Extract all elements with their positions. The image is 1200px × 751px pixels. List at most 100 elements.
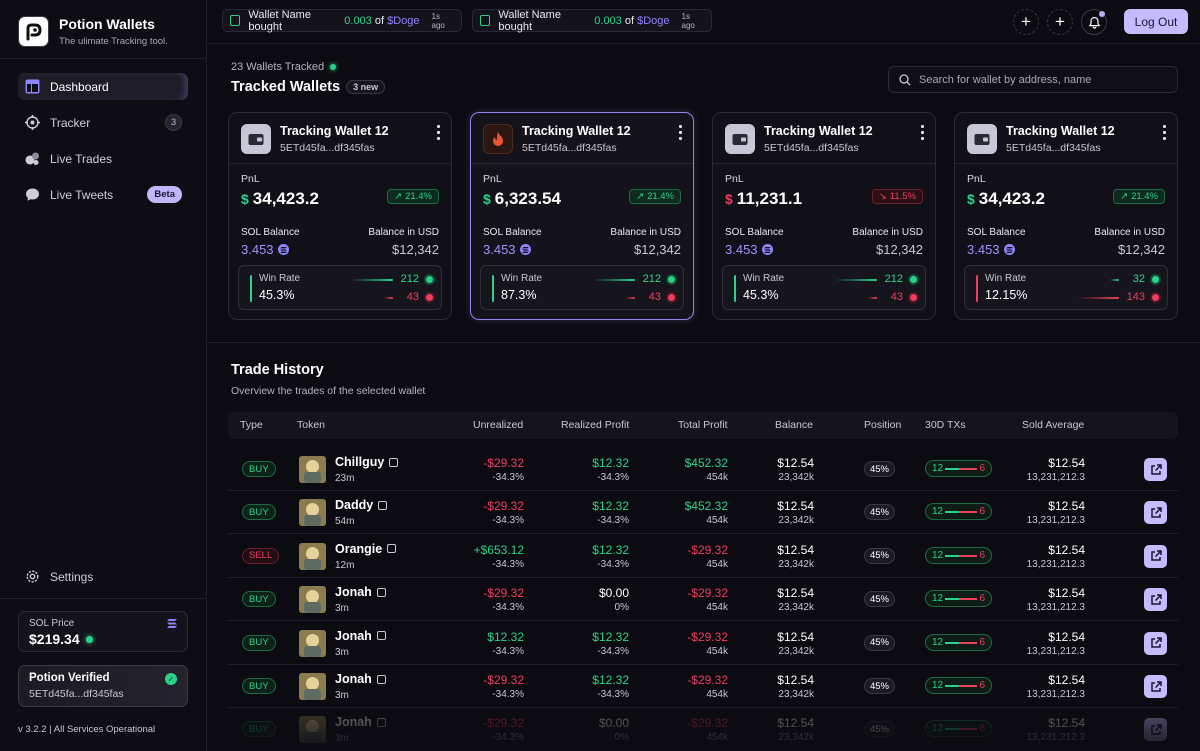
copy-icon[interactable]	[387, 544, 397, 554]
wallet-name: Tracking Wallet 12	[522, 124, 631, 138]
column-header[interactable]: Total Profit	[678, 419, 728, 431]
open-external-button[interactable]	[1144, 544, 1167, 568]
txs-30d-indicator: 12 6	[925, 460, 992, 477]
copy-icon[interactable]	[376, 717, 386, 727]
open-external-button[interactable]	[1144, 501, 1167, 525]
sol-balance-label: SOL Balance	[725, 227, 784, 238]
notifications-button[interactable]	[1081, 9, 1107, 35]
wallet-card[interactable]: Tracking Wallet 12 5ETd45fa...df345fas P…	[228, 112, 452, 320]
column-header[interactable]: Sold Average	[1022, 419, 1085, 431]
nav-item-dashboard[interactable]: Dashboard	[18, 73, 188, 100]
copy-icon[interactable]	[376, 674, 386, 684]
token-avatar	[299, 542, 326, 570]
win-rate-indicator	[492, 275, 494, 302]
sold-average-value: $12.54	[1048, 629, 1085, 644]
nav-item-tracker[interactable]: Tracker 3	[18, 109, 188, 136]
column-header[interactable]: 30D TXs	[925, 419, 966, 431]
trade-time: 54m	[335, 516, 355, 528]
losses-count: 143	[1126, 291, 1145, 303]
open-external-button[interactable]	[1144, 718, 1167, 742]
notification-text: Wallet Name bought	[498, 8, 561, 33]
bell-icon	[1088, 16, 1100, 29]
txs-30d-indicator: 12 6	[925, 503, 992, 521]
trade-type-tag: BUY	[242, 461, 276, 477]
open-external-button[interactable]	[1144, 631, 1167, 655]
add-button[interactable]: +	[1013, 9, 1039, 35]
column-header[interactable]: Position	[864, 419, 902, 431]
table-row[interactable]: BUY Jonah 3m $12.32 -34.3% $12.32 -34.3%…	[228, 622, 1178, 665]
tx-in-count: 12	[932, 636, 944, 648]
column-header[interactable]: Balance	[775, 419, 813, 431]
token-label: Jonah	[335, 715, 372, 730]
losses-bar	[384, 297, 393, 299]
copy-icon[interactable]	[376, 587, 386, 597]
txs-30d-indicator: 12 6	[925, 590, 992, 608]
trade-type-tag: BUY	[242, 634, 276, 651]
win-rate-value: 45.3%	[259, 288, 295, 302]
realized-percent: -34.3%	[597, 645, 629, 657]
copy-icon[interactable]	[378, 500, 388, 510]
table-row[interactable]: SELL Orangie 12m +$653.12 -34.3% $12.32 …	[228, 535, 1178, 578]
usd-balance-label: Balance in USD	[852, 227, 923, 238]
wallet-search[interactable]	[888, 66, 1178, 93]
position-badge: 45%	[864, 504, 895, 521]
usd-balance-value: $12,342	[1118, 242, 1165, 257]
balance-value: $12.54	[777, 673, 814, 687]
table-row[interactable]: BUY Chillguy 23m -$29.32 -34.3% $12.32 -…	[228, 448, 1178, 491]
copy-icon[interactable]	[389, 457, 399, 467]
wallet-card[interactable]: Tracking Wallet 12 5ETd45fa...df345fas P…	[470, 112, 694, 320]
balance-sub: 23,342k	[778, 515, 814, 527]
version-status: v 3.2.2 | All Services Operational	[18, 724, 156, 735]
unrealized-value: $12.32	[487, 629, 524, 644]
open-external-button[interactable]	[1144, 458, 1167, 481]
more-options-icon[interactable]	[679, 125, 683, 140]
notification-pill[interactable]: Wallet Name bought 0.003 of $Doge 1s ago	[222, 9, 462, 33]
table-row[interactable]: BUY Jonah 3m -$29.32 -34.3% $12.32 -34.3…	[228, 665, 1178, 708]
tx-in-count: 12	[932, 723, 944, 735]
trend-up-icon: ↗	[1120, 191, 1129, 202]
column-header[interactable]: Type	[240, 419, 263, 431]
search-input[interactable]	[919, 73, 1159, 86]
more-options-icon[interactable]	[437, 125, 441, 140]
notification-pill[interactable]: Wallet Name bought 0.003 of $Doge 1s ago	[472, 8, 712, 33]
tx-out-bar	[959, 468, 977, 470]
nav-item-settings[interactable]: Settings	[18, 563, 188, 590]
realized-value: $12.32	[592, 456, 629, 470]
more-options-icon[interactable]	[1163, 125, 1167, 140]
potion-verified-card[interactable]: Potion Verified 5ETd45fa...df345fas ✓	[18, 665, 188, 707]
divider	[0, 598, 206, 599]
more-options-icon[interactable]	[921, 125, 925, 140]
loss-dot	[668, 294, 675, 301]
wins-count: 212	[642, 273, 661, 285]
copy-icon[interactable]	[376, 631, 386, 641]
wallet-card[interactable]: Tracking Wallet 12 5ETd45fa...df345fas P…	[954, 112, 1178, 320]
balance-value: $12.54	[777, 456, 814, 470]
wallet-card[interactable]: Tracking Wallet 12 5ETd45fa...df345fas P…	[712, 112, 936, 320]
balance-sub: 23,342k	[778, 689, 814, 700]
tx-out-count: 6	[979, 463, 985, 474]
status-dot	[330, 64, 337, 70]
table-row[interactable]: BUY Jonah 3m -$29.32 -34.3% $0.00 0% -$2…	[228, 708, 1178, 751]
solana-icon	[761, 244, 773, 255]
table-row[interactable]: BUY Jonah 3m -$29.32 -34.3% $0.00 0% -$2…	[228, 578, 1178, 622]
nav-item-live-trades[interactable]: Live Trades	[18, 145, 188, 172]
column-header[interactable]: Token	[297, 419, 326, 431]
tx-in-bar	[945, 641, 959, 644]
column-header[interactable]: Realized Profit	[561, 419, 630, 431]
table-row[interactable]: BUY Daddy 54m -$29.32 -34.3% $12.32 -34.…	[228, 491, 1178, 535]
brand[interactable]: Potion Wallets The ulimate Tracking tool…	[18, 16, 168, 47]
open-external-button[interactable]	[1144, 675, 1167, 698]
trade-type-tag: BUY	[242, 504, 276, 521]
column-header[interactable]: Unrealized	[473, 419, 524, 431]
tx-out-bar	[959, 554, 977, 557]
add-wallet-button[interactable]: +	[1047, 9, 1073, 35]
open-external-button[interactable]	[1144, 588, 1167, 612]
nav-item-live-tweets[interactable]: Live Tweets Beta	[18, 181, 188, 208]
logout-button[interactable]: Log Out	[1124, 9, 1188, 34]
balance-sub: 23,342k	[778, 472, 814, 483]
win-rate-label: Win Rate	[985, 273, 1027, 284]
balance-sub: 23,342k	[778, 645, 814, 657]
token-label: Daddy	[335, 498, 374, 513]
balance-value: $12.54	[777, 716, 814, 731]
dollar-sign: $	[725, 191, 733, 207]
